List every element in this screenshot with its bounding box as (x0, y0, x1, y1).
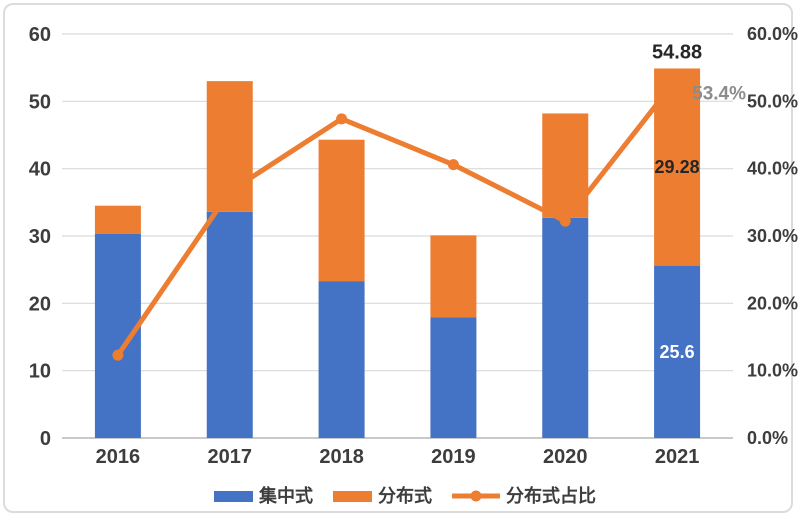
share-line-marker-2020 (559, 215, 571, 227)
bar-distributed-2019 (430, 235, 477, 318)
combo-chart-canvas: 0 0.0% 10 10.0% 20 20.0% 30 30.0% 40 40.0% 50 50.0%… (29, 24, 798, 468)
legend-item-share-line: 分布式占比 (452, 487, 596, 505)
tick-label-left-60: 60 (29, 24, 51, 46)
x-label-2018: 2018 (319, 446, 364, 468)
data-label-53.4%: 53.4% (692, 83, 746, 104)
data-label-54.88: 54.88 (652, 41, 702, 63)
legend-label-centralized: 集中式 (259, 486, 313, 506)
legend-label-share-line: 分布式占比 (506, 486, 596, 506)
bar-distributed-2018 (318, 139, 365, 282)
share-line-marker-2019 (447, 159, 459, 171)
legend-item-distributed: 分布式 (333, 487, 432, 505)
x-label-2017: 2017 (208, 446, 253, 468)
share-line-marker-2016 (112, 349, 124, 361)
chart-figure-frame: 0 0.0% 10 10.0% 20 20.0% 30 30.0% 40 40.0% 50 50.0%… (3, 3, 798, 513)
data-label-25.6: 25.6 (660, 342, 695, 362)
tick-label-right-0.0%: 0.0% (747, 428, 788, 448)
legend-swatch-distributed-icon (333, 490, 372, 502)
x-label-2019: 2019 (431, 446, 476, 468)
data-label-29.28: 29.28 (655, 157, 700, 177)
tick-label-left-40: 40 (29, 159, 51, 181)
share-line-marker-2021 (671, 72, 683, 84)
x-label-2021: 2021 (655, 446, 700, 468)
bar-centralized-2017 (206, 211, 253, 438)
bar-centralized-2020 (542, 217, 589, 438)
legend-item-centralized: 集中式 (214, 487, 313, 505)
tick-label-right-50.0%: 50.0% (747, 91, 798, 111)
chart-legend: 集中式 分布式 分布式占比 (5, 483, 800, 509)
tick-label-right-10.0%: 10.0% (747, 361, 798, 381)
tick-label-left-20: 20 (29, 293, 51, 315)
tick-label-right-60.0%: 60.0% (747, 24, 798, 44)
tick-label-right-30.0%: 30.0% (747, 226, 798, 246)
tick-label-left-0: 0 (40, 428, 51, 450)
bar-centralized-2019 (430, 317, 477, 438)
bar-centralized-2021 (654, 265, 701, 438)
x-label-2016: 2016 (96, 446, 141, 468)
tick-label-left-50: 50 (29, 91, 51, 113)
tick-label-left-30: 30 (29, 226, 51, 248)
bar-centralized-2018 (318, 281, 365, 438)
tick-label-right-20.0%: 20.0% (747, 293, 798, 313)
legend-swatch-share-line-icon (452, 490, 500, 502)
share-line-marker-2017 (224, 186, 236, 198)
share-line (115, 75, 680, 358)
x-label-2020: 2020 (543, 446, 588, 468)
share-line-marker-2018 (336, 113, 348, 125)
bar-distributed-2016 (94, 205, 141, 234)
legend-label-distributed: 分布式 (378, 486, 432, 506)
tick-label-right-40.0%: 40.0% (747, 159, 798, 179)
legend-swatch-centralized-icon (214, 490, 253, 502)
tick-label-left-10: 10 (29, 361, 51, 383)
